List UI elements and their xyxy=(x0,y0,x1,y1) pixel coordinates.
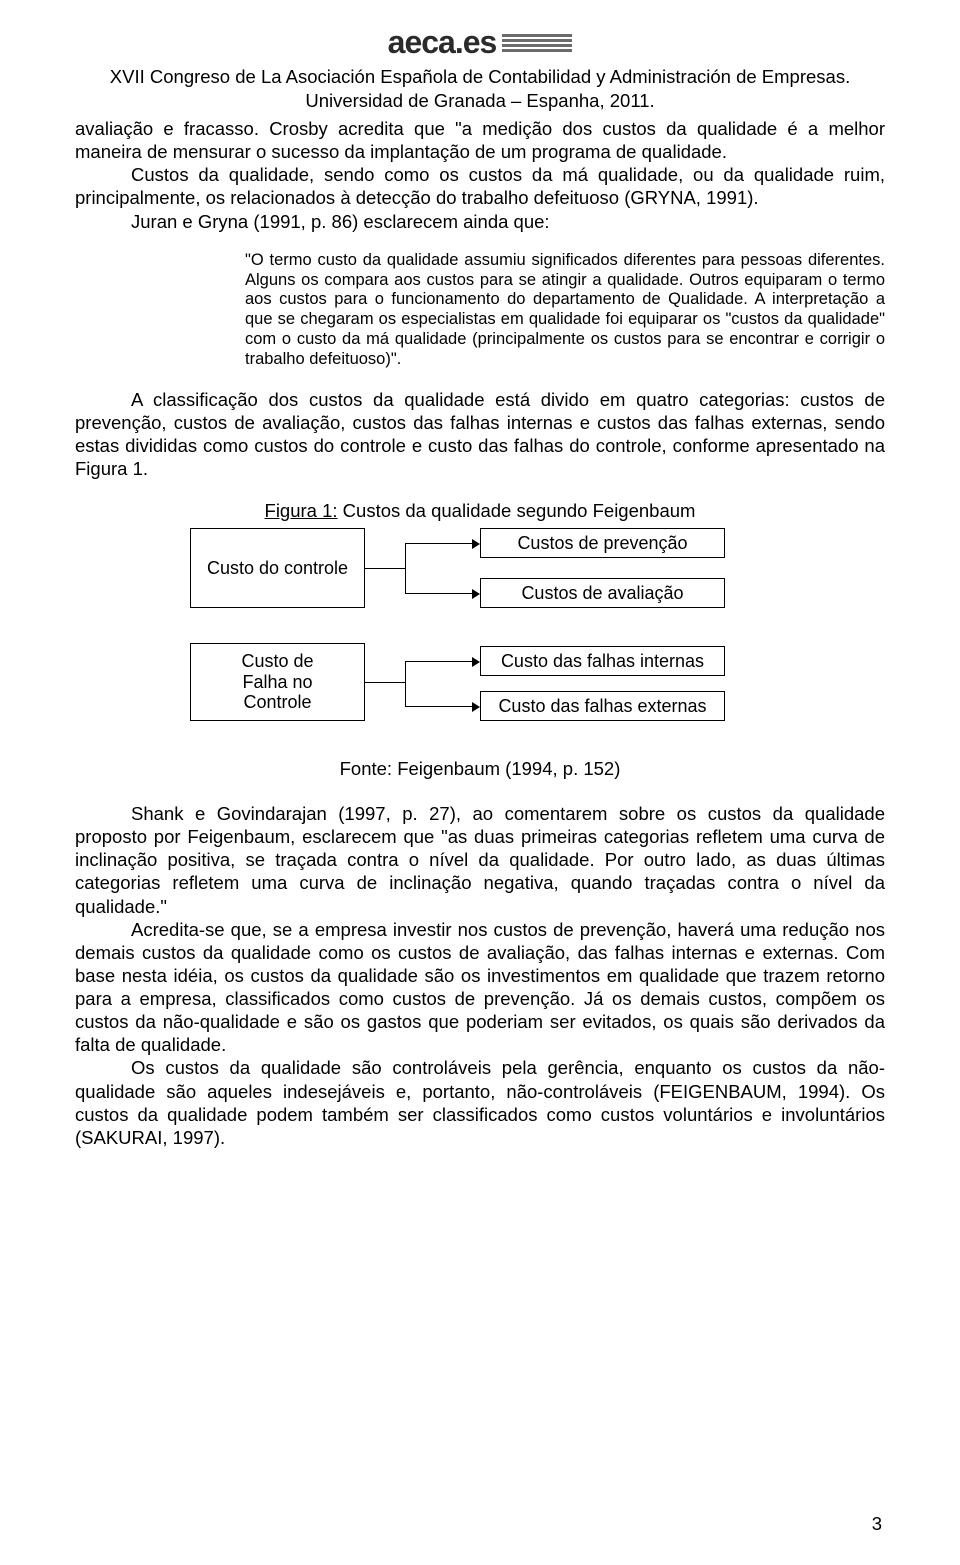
conn-v-top xyxy=(405,543,406,593)
logo-text: aeca.es xyxy=(388,24,497,61)
page-number: 3 xyxy=(872,1513,882,1535)
body-block-3: Shank e Govindarajan (1997, p. 27), ao c… xyxy=(75,802,885,1149)
box-falha-l1: Custo de xyxy=(241,651,313,672)
conn-h-bot-stem xyxy=(365,682,405,683)
box-avaliacao: Custos de avaliação xyxy=(480,578,725,608)
conn-v-bot xyxy=(405,661,406,706)
header-logo: aeca.es xyxy=(75,24,885,61)
header-title: XVII Congreso de La Asociación Española … xyxy=(75,65,885,113)
box-falhas-externas: Custo das falhas externas xyxy=(480,691,725,721)
conn-arrow-r3 xyxy=(405,661,473,662)
figure-source: Fonte: Feigenbaum (1994, p. 152) xyxy=(75,758,885,780)
body-block-2: A classificação dos custos da qualidade … xyxy=(75,388,885,481)
header-line-2: Universidad de Granada – Espanha, 2011. xyxy=(75,89,885,113)
box-prevencao: Custos de prevenção xyxy=(480,528,725,558)
header-line-1: XVII Congreso de La Asociación Española … xyxy=(75,65,885,89)
conn-arrow-r4 xyxy=(405,706,473,707)
para-3: Shank e Govindarajan (1997, p. 27), ao c… xyxy=(75,802,885,918)
box-falha-controle: Custo de Falha no Controle xyxy=(190,643,365,721)
logo-bars-icon xyxy=(502,34,572,52)
figure-title-label: Figura 1: xyxy=(265,500,338,521)
para-5: Os custos da qualidade são controláveis … xyxy=(75,1056,885,1149)
body-block-1: avaliação e fracasso. Crosby acredita qu… xyxy=(75,117,885,233)
figure-diagram: Custo do controle Custos de prevenção Cu… xyxy=(160,528,800,748)
para-1b: Custos da qualidade, sendo como os custo… xyxy=(75,163,885,209)
block-quote: "O termo custo da qualidade assumiu sign… xyxy=(245,251,885,370)
box-falhas-internas: Custo das falhas internas xyxy=(480,646,725,676)
para-2: A classificação dos custos da qualidade … xyxy=(75,388,885,481)
conn-h-top-stem xyxy=(365,568,405,569)
conn-arrow-r1 xyxy=(405,543,473,544)
para-4: Acredita-se que, se a empresa investir n… xyxy=(75,918,885,1057)
box-falha-l2: Falha no xyxy=(242,672,312,693)
box-falha-l3: Controle xyxy=(243,692,311,713)
figure-title: Figura 1: Custos da qualidade segundo Fe… xyxy=(75,500,885,522)
para-1c: Juran e Gryna (1991, p. 86) esclarecem a… xyxy=(75,210,885,233)
figure-title-rest: Custos da qualidade segundo Feigenbaum xyxy=(338,500,696,521)
para-1a: avaliação e fracasso. Crosby acredita qu… xyxy=(75,117,885,163)
box-custo-controle: Custo do controle xyxy=(190,528,365,608)
conn-arrow-r2 xyxy=(405,593,473,594)
logo-wrap: aeca.es xyxy=(388,24,573,61)
